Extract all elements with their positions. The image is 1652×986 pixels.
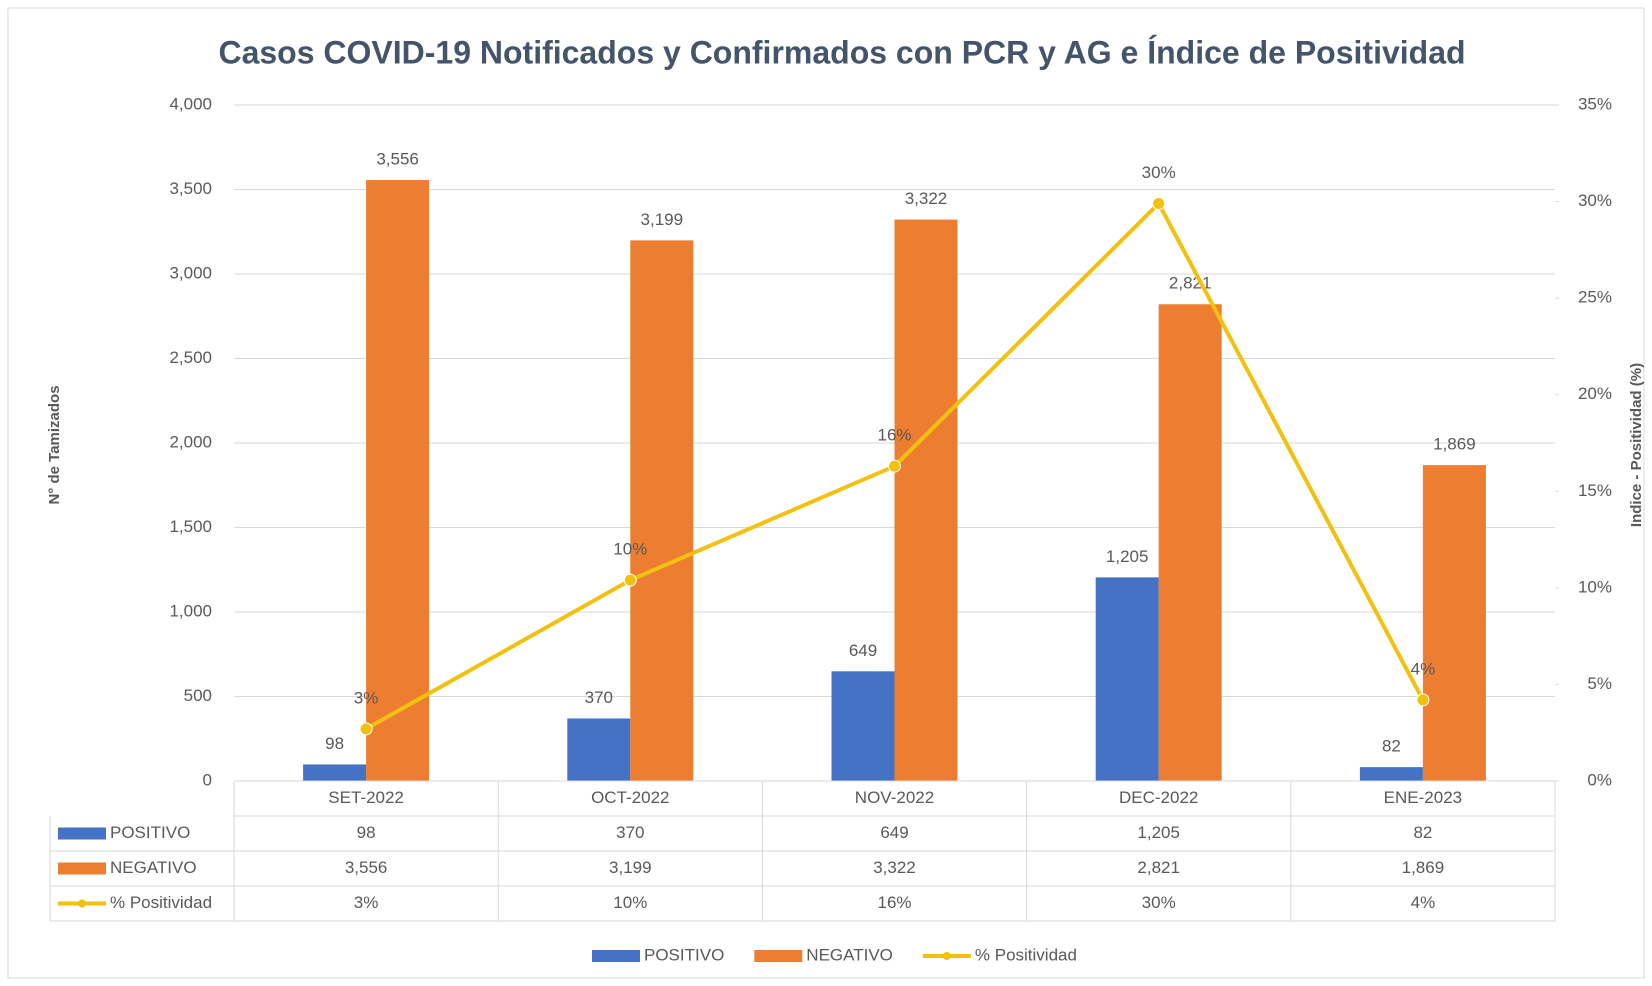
bar xyxy=(1359,767,1423,781)
line-marker xyxy=(888,459,901,473)
x-tick-label: DEC-2022 xyxy=(1119,788,1198,807)
table-cell: 649 xyxy=(880,823,908,842)
table-cell: 1,869 xyxy=(1402,858,1445,877)
chart-title: Casos COVID-19 Notificados y Confirmados… xyxy=(218,34,1465,70)
x-tick-label: OCT-2022 xyxy=(591,788,669,807)
y2-tick-label: 15% xyxy=(1578,481,1612,500)
y2-tick-label: 0% xyxy=(1587,770,1612,789)
legend-label: POSITIVO xyxy=(644,945,724,964)
y-tick-label: 3,000 xyxy=(169,263,212,282)
bar xyxy=(303,764,367,781)
bar-value-label: 3,199 xyxy=(641,210,684,229)
table-cell: 3,322 xyxy=(873,858,916,877)
bar xyxy=(567,718,631,781)
x-tick-label: NOV-2022 xyxy=(855,788,934,807)
y2-tick-label: 10% xyxy=(1578,577,1612,596)
line-value-label: 4% xyxy=(1411,659,1436,678)
y-tick-label: 1,000 xyxy=(169,601,212,620)
table-cell: 4% xyxy=(1411,893,1436,912)
table-cell: 30% xyxy=(1142,893,1176,912)
legend-label: % Positividad xyxy=(975,945,1077,964)
bar-value-label: 370 xyxy=(585,688,613,707)
legend-key xyxy=(754,950,803,962)
y2-tick-label: 35% xyxy=(1578,94,1612,113)
y-tick-label: 0 xyxy=(203,770,212,789)
bar xyxy=(366,180,430,781)
line-marker xyxy=(1416,693,1430,707)
y-tick-label: 4,000 xyxy=(169,94,212,113)
line-value-label: 3% xyxy=(354,688,379,707)
table-cell: 98 xyxy=(357,823,376,842)
bar-value-label: 1,869 xyxy=(1433,435,1476,454)
table-cell: 370 xyxy=(616,823,644,842)
bar xyxy=(630,240,694,781)
y2-tick-label: 30% xyxy=(1578,191,1612,210)
legend-key-marker xyxy=(78,899,86,908)
y-axis-title: N° de Tamizados xyxy=(46,385,63,504)
y2-axis-title: Indice - Positividad (%) xyxy=(1628,363,1645,527)
chart-frame xyxy=(7,7,1645,979)
legend-key xyxy=(58,827,106,840)
table-row-label: NEGATIVO xyxy=(110,858,197,877)
y-tick-label: 1,500 xyxy=(169,517,212,536)
bar xyxy=(894,219,958,781)
bar-value-label: 1,205 xyxy=(1106,547,1149,566)
table-cell: 1,205 xyxy=(1137,823,1180,842)
table-cell: 3% xyxy=(354,893,379,912)
table-cell: 82 xyxy=(1413,823,1432,842)
legend-key-marker xyxy=(942,952,951,960)
x-tick-label: SET-2022 xyxy=(328,788,404,807)
y-tick-label: 500 xyxy=(184,686,212,705)
y-tick-label: 2,500 xyxy=(169,348,212,367)
y2-tick-label: 5% xyxy=(1587,674,1612,693)
x-tick-label: ENE-2023 xyxy=(1384,788,1462,807)
legend-key xyxy=(58,862,106,875)
bar-value-label: 82 xyxy=(1382,737,1401,756)
y-tick-label: 3,500 xyxy=(169,179,212,198)
line-marker xyxy=(623,573,637,587)
bar xyxy=(1422,465,1486,781)
table-cell: 3,199 xyxy=(609,858,652,877)
line-value-label: 10% xyxy=(613,540,647,559)
line-value-label: 16% xyxy=(877,426,911,445)
bar xyxy=(1158,304,1222,781)
bar xyxy=(831,671,895,781)
table-row-label: POSITIVO xyxy=(110,823,190,842)
bar-value-label: 98 xyxy=(325,734,344,753)
table-cell: 16% xyxy=(877,893,911,912)
legend-key xyxy=(592,950,640,962)
bar-value-label: 3,322 xyxy=(905,189,948,208)
y2-tick-label: 25% xyxy=(1578,288,1612,307)
table-cell: 2,821 xyxy=(1137,858,1180,877)
bar xyxy=(1095,577,1159,781)
y2-tick-label: 20% xyxy=(1578,384,1612,403)
bar-value-label: 649 xyxy=(849,641,877,660)
line-value-label: 30% xyxy=(1142,163,1176,182)
y-tick-label: 2,000 xyxy=(169,432,212,451)
table-cell: 3,556 xyxy=(345,858,388,877)
table-row-label: % Positividad xyxy=(110,893,212,912)
line-marker xyxy=(1152,197,1166,211)
line-marker xyxy=(359,722,373,736)
table-cell: 10% xyxy=(613,893,647,912)
legend-label: NEGATIVO xyxy=(806,945,893,964)
bar-value-label: 3,556 xyxy=(376,150,419,169)
